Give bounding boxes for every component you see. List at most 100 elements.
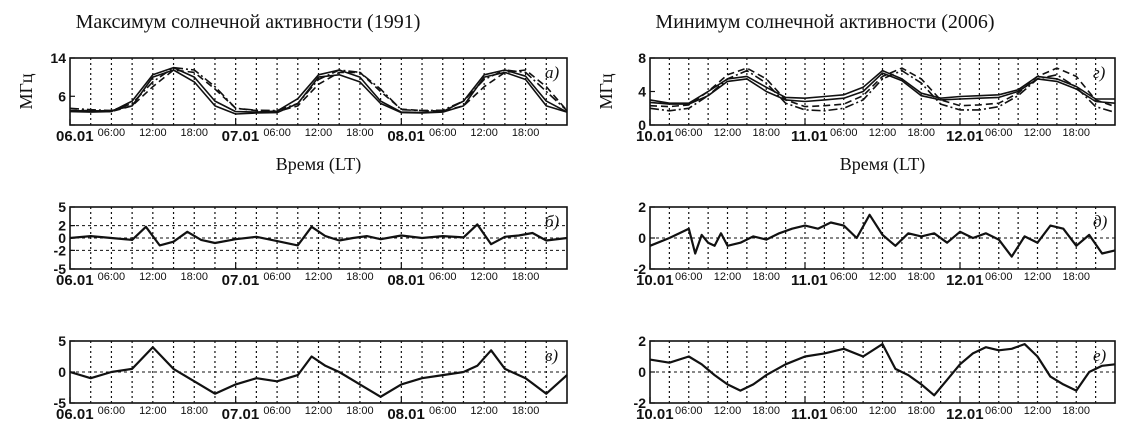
x-hour-label: 18:00 xyxy=(1062,271,1090,283)
x-day-label: 08.01 xyxy=(387,272,425,289)
x-hour-label: 06:00 xyxy=(98,405,126,417)
x-axis-label: Время (LT) xyxy=(276,154,362,175)
y-tick-label: 6 xyxy=(58,88,66,104)
y-tick-label: -2 xyxy=(634,395,647,411)
x-axis-label: Время (LT) xyxy=(840,154,926,175)
series-line-4 xyxy=(649,69,1116,114)
x-hour-label: 06:00 xyxy=(429,271,457,283)
x-hour-label: 18:00 xyxy=(180,405,208,417)
x-hour-label: 06:00 xyxy=(429,405,457,417)
x-hour-label: 06:00 xyxy=(830,127,858,139)
y-tick-label: -5 xyxy=(54,261,67,277)
panel-label: г) xyxy=(1093,63,1106,82)
y-tick-label: 0 xyxy=(58,364,66,380)
x-hour-label: 12:00 xyxy=(869,271,897,283)
panel-label: б) xyxy=(545,212,560,231)
x-hour-label: 12:00 xyxy=(1024,405,1052,417)
y-tick-label: 14 xyxy=(50,50,66,66)
x-hour-label: 12:00 xyxy=(869,127,897,139)
y-tick-label: 5 xyxy=(58,333,66,349)
axes-frame xyxy=(69,57,568,126)
x-day-label: 12.01 xyxy=(946,272,984,289)
x-hour-label: 18:00 xyxy=(1062,405,1090,417)
x-hour-label: 18:00 xyxy=(346,405,374,417)
x-day-label: 10.01 xyxy=(636,128,674,145)
panel-label: е) xyxy=(1093,346,1107,365)
panel-label: в) xyxy=(545,346,558,365)
x-hour-label: 06:00 xyxy=(985,127,1013,139)
x-hour-label: 18:00 xyxy=(512,271,540,283)
x-hour-label: 06:00 xyxy=(263,271,291,283)
x-hour-label: 12:00 xyxy=(1024,271,1052,283)
x-hour-label: 18:00 xyxy=(1062,127,1090,139)
x-hour-label: 12:00 xyxy=(714,405,742,417)
x-hour-label: 12:00 xyxy=(305,271,333,283)
y-tick-label: 5 xyxy=(58,199,66,215)
x-hour-label: 06:00 xyxy=(98,271,126,283)
x-hour-label: 18:00 xyxy=(512,127,540,139)
x-hour-label: 06:00 xyxy=(675,271,703,283)
x-hour-label: 06:00 xyxy=(429,127,457,139)
y-tick-label: 0 xyxy=(638,364,646,380)
y-tick-label: 8 xyxy=(638,50,646,66)
series-line-1 xyxy=(69,66,568,114)
x-hour-label: 06:00 xyxy=(98,127,126,139)
x-hour-label: 06:00 xyxy=(985,405,1013,417)
x-hour-label: 06:00 xyxy=(830,405,858,417)
x-hour-label: 12:00 xyxy=(139,271,167,283)
x-hour-label: 18:00 xyxy=(907,405,935,417)
x-hour-label: 06:00 xyxy=(675,127,703,139)
x-hour-label: 12:00 xyxy=(470,127,498,139)
y-tick-label: 0 xyxy=(638,230,646,246)
series-line-3 xyxy=(70,69,568,113)
y-tick-label: 4 xyxy=(638,84,646,100)
x-day-label: 08.01 xyxy=(387,128,425,145)
x-hour-label: 06:00 xyxy=(263,405,291,417)
panel-label: а) xyxy=(545,63,560,82)
x-hour-label: 06:00 xyxy=(675,405,703,417)
x-day-label: 06.01 xyxy=(56,406,94,423)
x-hour-label: 18:00 xyxy=(346,271,374,283)
x-day-label: 11.01 xyxy=(791,128,828,145)
y-tick-label: 2 xyxy=(638,333,646,349)
x-day-label: 08.01 xyxy=(387,406,425,423)
x-hour-label: 18:00 xyxy=(752,405,780,417)
series-line-1 xyxy=(649,213,1116,258)
x-hour-label: 12:00 xyxy=(1024,127,1052,139)
x-day-label: 10.01 xyxy=(636,406,674,423)
x-hour-label: 12:00 xyxy=(470,271,498,283)
x-hour-label: 12:00 xyxy=(139,127,167,139)
x-day-label: 07.01 xyxy=(222,272,260,289)
series-line-4 xyxy=(69,66,568,112)
y-axis-label: МГц xyxy=(596,73,616,109)
x-day-label: 06.01 xyxy=(56,272,94,289)
x-hour-label: 12:00 xyxy=(714,271,742,283)
x-day-label: 10.01 xyxy=(636,272,674,289)
y-tick-label: -5 xyxy=(54,395,67,411)
x-hour-label: 12:00 xyxy=(305,127,333,139)
panel-label: д) xyxy=(1093,212,1108,231)
x-hour-label: 18:00 xyxy=(752,271,780,283)
x-hour-label: 12:00 xyxy=(869,405,897,417)
series-line-3 xyxy=(649,67,1116,108)
y-tick-label: 2 xyxy=(58,218,66,234)
x-hour-label: 06:00 xyxy=(830,271,858,283)
x-day-label: 12.01 xyxy=(946,128,984,145)
x-day-label: 06.01 xyxy=(56,128,94,145)
column-title-right: Минимум солнечной активности (2006) xyxy=(655,11,994,33)
y-tick-label: 2 xyxy=(638,199,646,215)
x-hour-label: 06:00 xyxy=(263,127,291,139)
x-day-label: 07.01 xyxy=(222,128,260,145)
x-hour-label: 12:00 xyxy=(305,405,333,417)
series-line-2 xyxy=(69,69,568,115)
x-hour-label: 12:00 xyxy=(139,405,167,417)
y-tick-label: 0 xyxy=(58,230,66,246)
x-hour-label: 18:00 xyxy=(907,271,935,283)
column-title-left: Максимум солнечной активности (1991) xyxy=(76,11,421,33)
x-hour-label: 18:00 xyxy=(180,127,208,139)
y-tick-label: -2 xyxy=(634,261,647,277)
